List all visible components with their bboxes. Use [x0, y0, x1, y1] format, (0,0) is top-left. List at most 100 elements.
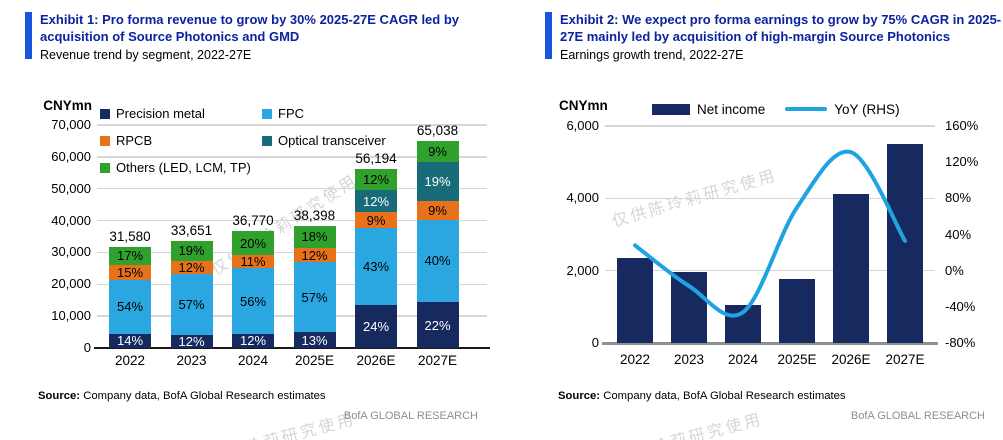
right-axis-tick: -40% — [945, 298, 976, 314]
x-axis-tick: 2027E — [417, 353, 458, 368]
segment-share-label: 12% — [239, 333, 267, 349]
segment-share-label: 14% — [116, 333, 144, 349]
bar-segment-precision-metal: 12% — [170, 334, 213, 350]
bar-segment-fpc: 40% — [416, 219, 459, 303]
exhibit1-axis-unit: CNYmn — [43, 98, 92, 113]
gridline — [97, 124, 487, 126]
exhibit1-legend: Precision metal FPC RPCB Optical transce… — [100, 100, 462, 181]
bar-segment-others-led-lcm-tp: 18% — [293, 225, 336, 248]
bar-segment-fpc: 43% — [355, 228, 397, 306]
right-axis-tick: -80% — [945, 335, 976, 350]
bar-segment-rpcb: 12% — [170, 260, 213, 276]
gridline — [605, 269, 935, 272]
y-axis-tick: 30,000 — [51, 244, 91, 260]
segment-share-label: 20% — [239, 235, 267, 251]
exhibit1-brand-footer: BofA GLOBAL RESEARCH — [343, 410, 478, 422]
x-axis-line — [602, 341, 938, 345]
bar-segment-others-led-lcm-tp: 20% — [232, 230, 274, 256]
legend-label: FPC — [278, 106, 304, 121]
bar-segment-rpcb: 15% — [109, 264, 151, 280]
x-axis-tick: 2023 — [673, 352, 705, 367]
gridline — [605, 125, 935, 127]
legend-label: Others (LED, LCM, TP) — [116, 160, 251, 175]
segment-share-label: 12% — [178, 260, 205, 276]
left-axis-tick: 0 — [591, 335, 599, 350]
segment-share-label: 13% — [301, 332, 328, 348]
exhibit1-header: Exhibit 1: Pro forma revenue to grow by … — [25, 12, 497, 62]
legend-label: Net income — [697, 101, 766, 117]
segment-share-label: 19% — [178, 243, 205, 259]
segment-share-label: 17% — [116, 248, 144, 264]
exhibit2-plot — [602, 125, 938, 345]
bar-segment-precision-metal: 14% — [109, 333, 151, 349]
exhibit2-accent-bar — [545, 12, 552, 59]
left-axis-tick: 2,000 — [566, 262, 599, 278]
exhibit2-brand-footer: BofA GLOBAL RESEARCH — [850, 410, 985, 422]
gridline — [97, 315, 487, 317]
legend-item-others: Others (LED, LCM, TP) — [100, 154, 262, 181]
right-axis-tick: 160% — [945, 118, 979, 133]
x-axis-tick: 2025E — [294, 353, 335, 368]
net-income-swatch-icon — [652, 103, 690, 115]
bar-segment-fpc: 57% — [170, 274, 213, 336]
segment-share-label: 9% — [428, 202, 447, 218]
optical-transceiver-swatch-icon — [262, 135, 272, 146]
right-axis-tick: 0% — [945, 262, 964, 278]
legend-item-rpcb: RPCB — [100, 127, 262, 154]
yoy-line-swatch-icon — [785, 106, 828, 112]
gridline — [97, 283, 487, 286]
segment-share-label: 40% — [424, 253, 451, 269]
gridline — [97, 156, 487, 158]
x-axis-line — [94, 347, 490, 349]
gridline — [97, 251, 487, 254]
legend-item-fpc: FPC — [262, 100, 458, 127]
y-axis-tick: 70,000 — [51, 117, 91, 132]
rpcb-swatch-icon — [100, 135, 110, 146]
others-swatch-icon — [100, 162, 110, 173]
gridline — [97, 187, 487, 190]
bar-segment-others-led-lcm-tp: 19% — [170, 240, 213, 262]
exhibit1-title: Exhibit 1: Pro forma revenue to grow by … — [40, 12, 460, 44]
precision-metal-swatch-icon — [100, 108, 110, 119]
segment-share-label: 57% — [178, 297, 205, 313]
exhibit2-header: Exhibit 2: We expect pro forma earnings … — [545, 12, 1003, 62]
fpc-swatch-icon — [262, 108, 272, 119]
bar-segment-optical-transceiver: 19% — [416, 161, 459, 201]
bar-segment-optical-transceiver: 12% — [355, 190, 397, 212]
segment-share-label: 19% — [424, 173, 451, 189]
x-axis-tick: 2026E — [356, 353, 396, 368]
exhibit2-title: Exhibit 2: We expect pro forma earnings … — [560, 12, 1002, 44]
segment-share-label: 11% — [240, 254, 266, 270]
right-axis-tick: 80% — [945, 190, 972, 206]
left-axis-tick: 6,000 — [566, 118, 599, 133]
segment-share-label: 12% — [178, 334, 205, 350]
net-income-bar — [779, 278, 815, 343]
bar-segment-precision-metal: 13% — [293, 332, 336, 348]
exhibit2-legend: Net income YoY (RHS) — [652, 101, 900, 117]
net-income-bar — [833, 194, 869, 343]
segment-share-label: 15% — [116, 264, 144, 280]
legend-label: Precision metal — [116, 106, 205, 121]
bar-segment-rpcb: 11% — [232, 255, 274, 268]
bar-segment-precision-metal: 22% — [416, 302, 459, 348]
legend-label: Optical transceiver — [278, 133, 386, 148]
bar-segment-others-led-lcm-tp: 17% — [109, 247, 151, 265]
bar-segment-rpcb: 12% — [293, 247, 336, 263]
yoy-line — [633, 149, 907, 318]
y-axis-tick: 20,000 — [51, 276, 91, 292]
bar-segment-rpcb: 9% — [416, 200, 459, 220]
bar-segment-fpc: 56% — [232, 268, 274, 334]
exhibit1-plot: 14% 54% 15% 17% 12% 57% 12% 19% 12% 56% 11% 20% 13% 5… — [94, 124, 490, 350]
right-axis-tick: 40% — [945, 226, 972, 242]
y-axis-tick: 0 — [83, 340, 91, 355]
left-axis-tick: 4,000 — [566, 190, 599, 206]
source-label: Source: — [38, 390, 81, 402]
legend-item-optical-transceiver: Optical transceiver — [262, 127, 458, 154]
y-axis-tick: 40,000 — [51, 212, 91, 228]
x-axis-tick: 2023 — [176, 353, 207, 368]
segment-share-label: 56% — [239, 293, 267, 309]
segment-share-label: 24% — [362, 319, 390, 335]
exhibit1-source: Source: Company data, BofA Global Resear… — [38, 390, 326, 402]
bar-segment-others-led-lcm-tp: 12% — [355, 169, 397, 191]
